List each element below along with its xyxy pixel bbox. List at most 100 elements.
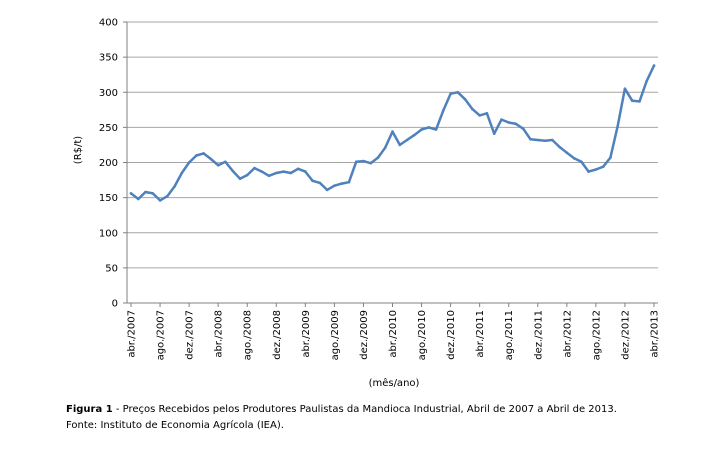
data-point [216,164,220,167]
data-point [522,127,525,131]
data-point [173,185,176,188]
data-point [151,192,155,195]
x-axis-label: (mês/ano) [369,377,420,389]
data-point [231,169,234,173]
data-point [601,165,605,168]
gridlines [127,21,658,269]
x-tick-label: ago./2007 [156,310,167,360]
data-point [275,171,278,175]
data-point [529,138,532,141]
data-point [427,126,431,129]
y-tick-label: 0 [112,299,118,310]
x-tick-label: abr./2013 [650,310,661,358]
data-point [318,181,322,185]
data-point [638,100,641,103]
data-point [289,171,293,175]
y-tick-label: 250 [99,123,118,134]
price-line-chart: 0 50 100 150 200 250 300 350 400 abr./2007 ago./2… [73,18,661,390]
data-point [340,182,344,185]
data-point [144,190,147,194]
x-tick-label: dez./2011 [533,310,544,360]
x-tick-label: dez./2010 [446,310,457,360]
data-point [238,177,242,180]
y-axis-label: (R$/t) [73,136,84,165]
x-tick-label: ago./2012 [591,310,602,360]
x-tick-label: ago./2010 [417,310,428,360]
data-point [420,128,423,131]
data-point [449,92,452,95]
data-point [187,161,191,164]
data-point [478,114,482,117]
data-point [507,121,511,124]
data-point [594,168,598,171]
data-point [391,130,394,133]
data-point [551,138,554,142]
figure-caption: Figura 1 - Preços Recebidos pelos Produt… [66,404,617,415]
data-point [572,157,576,160]
data-point [260,170,264,173]
data-point [311,179,314,183]
x-tick-label: abr./2010 [388,310,399,358]
data-point [195,154,198,157]
x-tick-label: abr./2012 [562,310,573,358]
data-point [558,145,561,149]
x-tick-label: dez./2007 [185,310,196,360]
data-point [485,112,489,115]
data-point [405,138,409,142]
y-tick-label: 200 [99,158,118,169]
y-tick-label: 350 [99,53,118,64]
y-tick-label: 150 [99,193,118,204]
data-point [333,184,336,187]
data-point [347,180,351,184]
data-point [652,64,656,67]
y-tick-label: 100 [99,228,118,239]
x-tick-label: ago./2009 [330,310,341,360]
x-tick-label: abr./2007 [127,310,138,358]
x-tick-label: dez./2012 [620,310,631,360]
data-point [282,170,285,173]
data-point [296,167,300,171]
data-point [209,157,213,161]
x-tick-label: dez./2008 [272,310,283,360]
x-tick-label: abr./2011 [475,310,486,358]
figure-label: Figura 1 [66,404,113,415]
data-point [376,156,380,159]
x-tick-labels: abr./2007 ago./2007 dez./2007 abr./2008 ago.… [127,303,661,360]
data-point [158,199,162,202]
data-point [413,133,416,137]
data-point [180,171,184,175]
data-point [304,170,307,173]
x-tick-label: abr./2009 [301,310,312,358]
series-layer [129,64,656,202]
data-point [471,107,474,111]
data-point [536,138,540,142]
data-point [137,197,140,201]
data-point [456,91,460,94]
data-point [325,188,329,192]
data-point [630,99,634,102]
data-point [623,87,627,90]
data-point [224,160,227,164]
data-point [580,160,583,164]
x-tick-label: ago./2008 [243,310,254,360]
x-tick-label: ago./2011 [504,310,515,360]
price-series-line [129,64,656,202]
data-point [245,173,249,177]
data-point [492,132,496,135]
data-point [645,79,648,83]
data-point [129,192,133,195]
figure-source: Fonte: Instituto de Economia Agrícola (I… [66,420,284,431]
y-tick-label: 300 [99,88,118,99]
y-tick-label: 400 [99,18,118,29]
data-point [500,118,503,121]
data-point [463,98,467,101]
data-point [354,160,358,164]
data-point [362,159,365,163]
data-point [514,122,518,126]
data-point [202,152,205,155]
data-point [609,156,612,159]
data-point [442,109,445,112]
data-point [434,128,438,131]
y-tick-label: 50 [105,263,118,274]
figure-caption-text: - Preços Recebidos pelos Produtores Paul… [112,404,617,415]
